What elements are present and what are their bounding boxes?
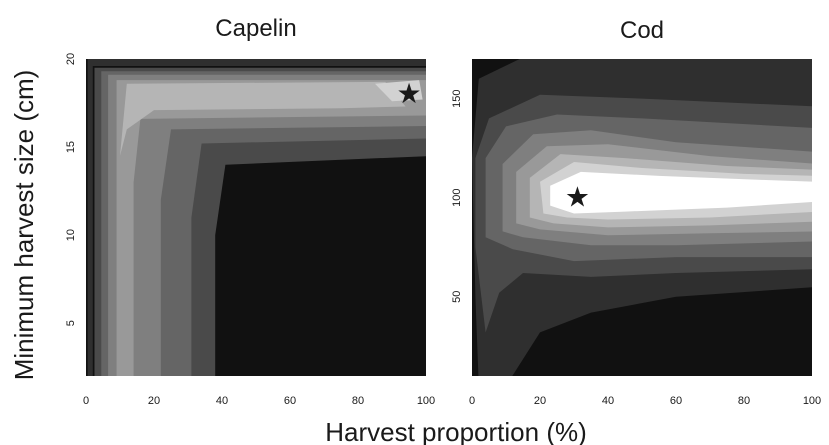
y-tick-label: 15 [65,141,77,153]
x-tick-label: 60 [284,395,296,407]
y-tick-label: 50 [451,291,463,303]
y-tick-label: 20 [65,53,77,65]
cod-title: Cod [620,17,664,44]
optimum-star-marker: ★ [565,182,590,213]
x-tick-label: 60 [670,395,682,407]
x-tick-label: 80 [352,395,364,407]
x-tick-label: 20 [534,395,546,407]
contour-band-6 [120,81,406,156]
y-tick-label: 5 [65,320,77,326]
y-tick-label: 150 [451,89,463,107]
y-axis-label: Minimum harvest size (cm) [9,70,39,381]
cod-panel: Cod ★ 0 20 40 60 80 100 50 100 150 [451,17,821,407]
x-axis-label: Harvest proportion (%) [325,417,587,445]
capelin-title: Capelin [215,15,296,42]
contour-band-3 [101,71,426,376]
y-tick-label: 100 [451,189,463,207]
x-tick-label: 20 [148,395,160,407]
x-tick-label: 0 [469,395,475,407]
x-tick-label: 0 [83,395,89,407]
capelin-panel: Capelin ★ 0 20 40 60 80 100 5 10 15 20 [65,15,435,407]
contour-band-7 [375,80,423,102]
capelin-plot-area: ★ 0 20 40 60 80 100 5 10 15 20 [65,53,435,407]
y-tick-label: 10 [65,229,77,241]
x-tick-label: 100 [803,395,821,407]
contour-band-8 [550,171,812,214]
x-tick-label: 40 [602,395,614,407]
cod-plot-area: ★ 0 20 40 60 80 100 50 100 150 [451,59,821,407]
x-tick-label: 40 [216,395,228,407]
x-tick-label: 100 [417,395,435,407]
optimum-star-marker: ★ [396,78,421,109]
x-tick-label: 80 [738,395,750,407]
